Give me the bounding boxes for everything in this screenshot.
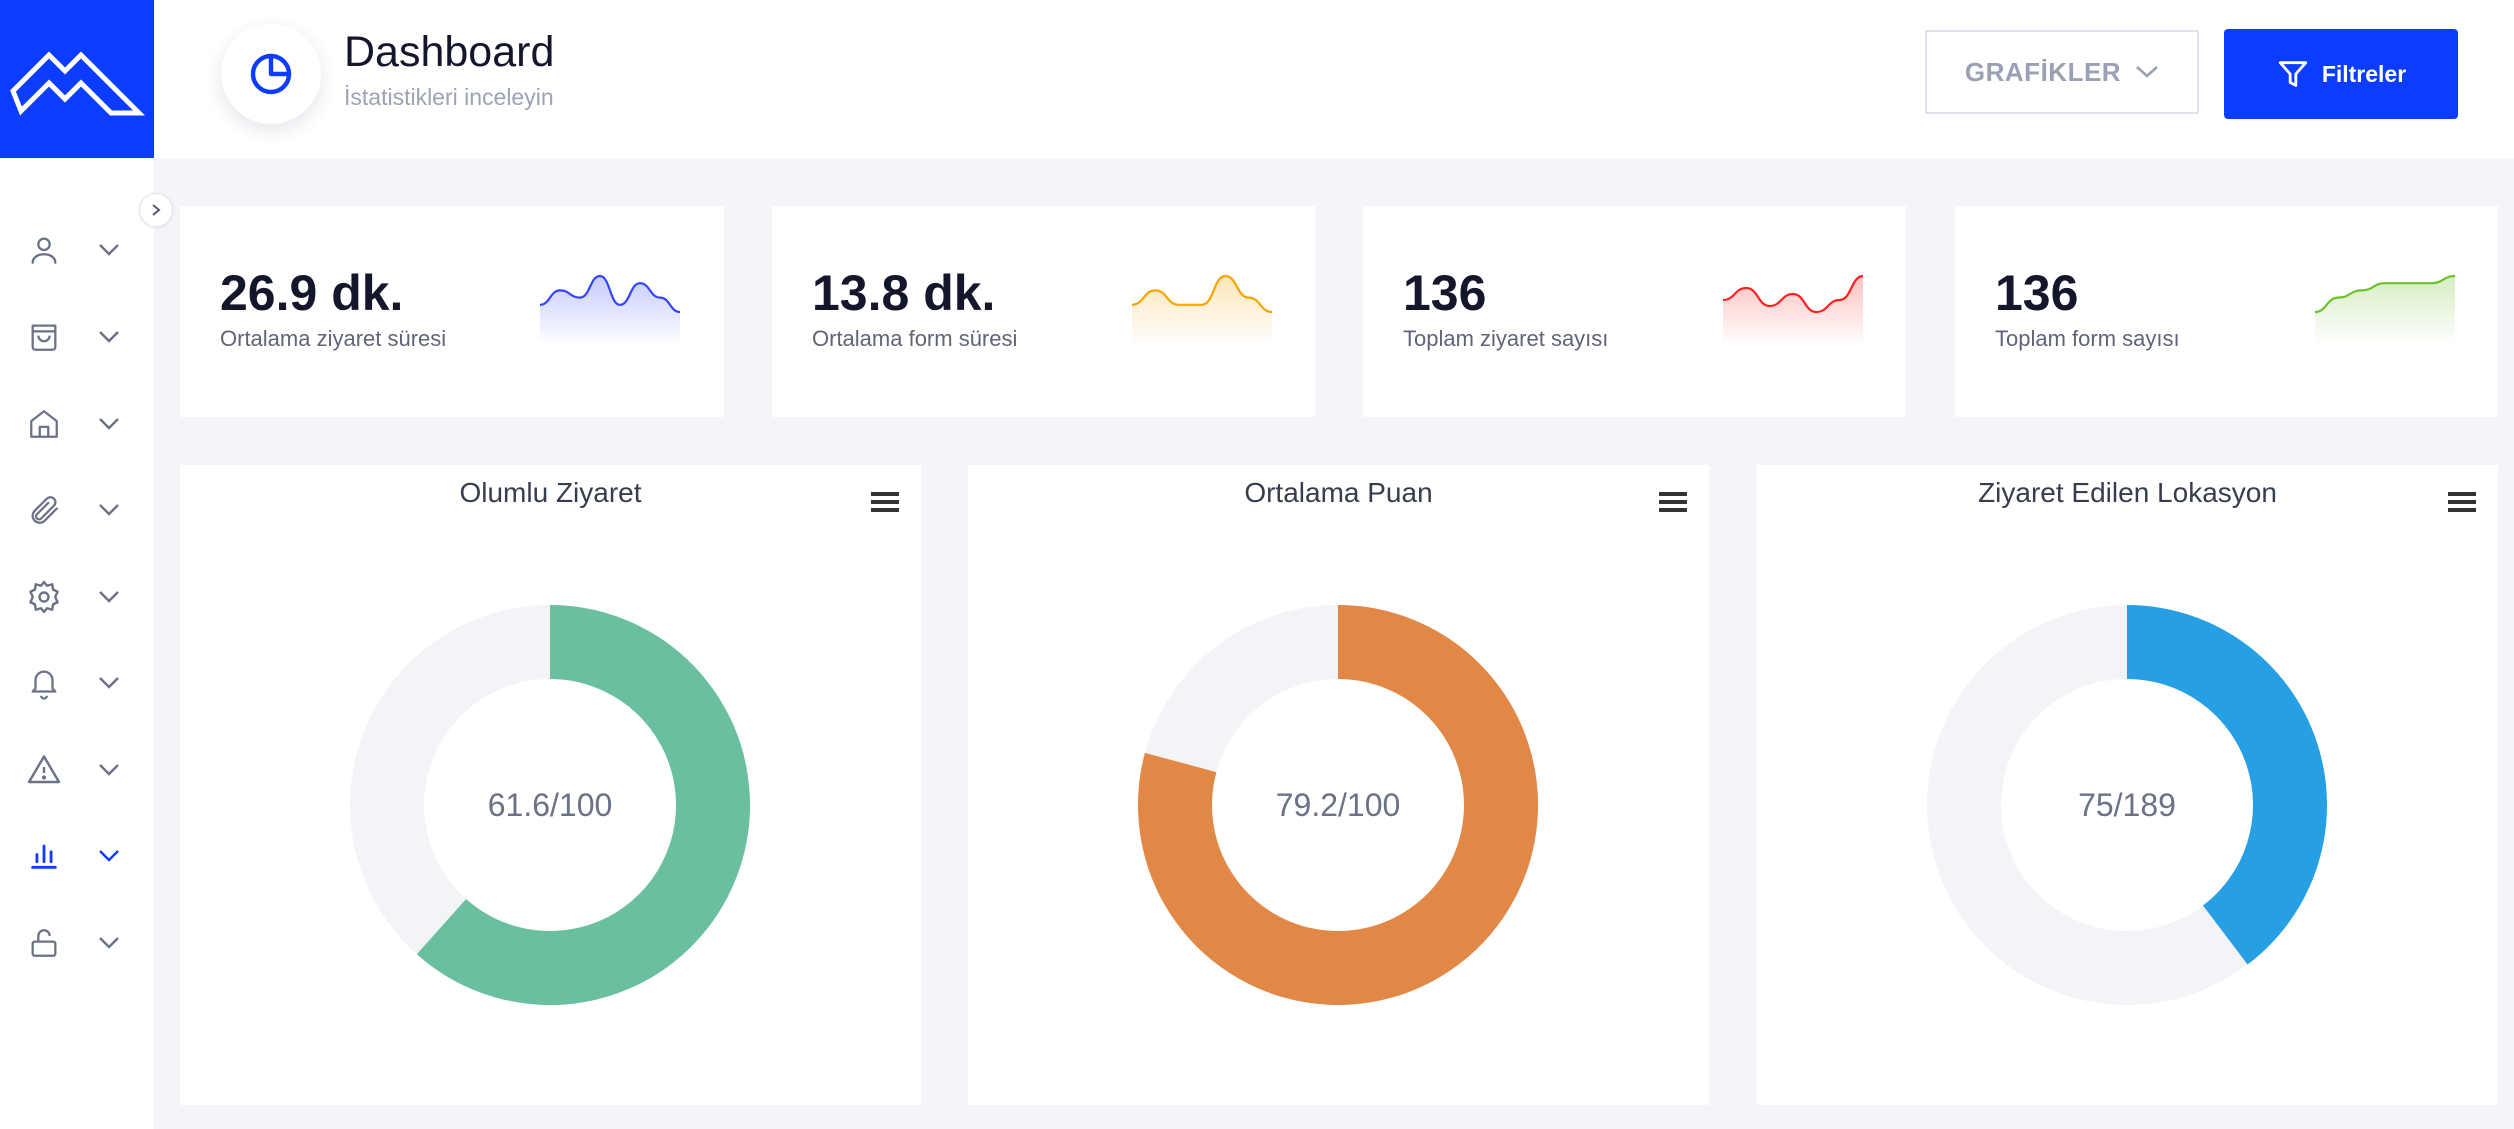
chevron-down-icon <box>94 671 124 695</box>
sidebar-item-attachments[interactable] <box>0 480 154 540</box>
stat-label: Ortalama form süresi <box>812 326 1018 351</box>
stat-label: Toplam form sayısı <box>1995 326 2180 351</box>
chart-card-average-score: Ortalama Puan 79.2/100 <box>968 465 1709 1105</box>
sidebar <box>0 158 154 1129</box>
warning-icon <box>26 752 62 788</box>
app-logo[interactable] <box>0 0 154 158</box>
chevron-down-icon <box>94 585 124 609</box>
sparkline-line <box>1723 274 1863 314</box>
filters-button-label: Filtreler <box>2321 60 2407 87</box>
sidebar-item-charts[interactable] <box>0 826 154 886</box>
sidebar-item-security[interactable] <box>0 913 154 973</box>
chart-card-visited-locations: Ziyaret Edilen Lokasyon 75/189 <box>1757 465 2498 1105</box>
stat-value: 13.8 dk. <box>812 265 996 321</box>
sparkline <box>540 274 680 346</box>
chevron-down-icon <box>94 758 124 782</box>
donut-value-arc <box>416 605 750 1005</box>
hamburger-menu-icon[interactable] <box>869 489 901 515</box>
donut-chart <box>350 605 750 1005</box>
donut-chart <box>1138 605 1538 1005</box>
chart-title: Ortalama Puan <box>1244 477 1433 508</box>
sidebar-item-user[interactable] <box>0 220 154 280</box>
user-icon <box>26 232 62 268</box>
logo-icon <box>10 51 146 116</box>
dashboard-icon <box>221 24 321 124</box>
filter-icon <box>2278 61 2307 87</box>
chevron-down-icon <box>94 238 124 262</box>
donut-value-arc <box>2126 605 2327 965</box>
graphs-dropdown[interactable]: GRAFİKLER <box>1925 30 2199 114</box>
donut-center-value: 61.6/100 <box>487 786 613 823</box>
chevron-down-icon <box>94 412 124 436</box>
sparkline <box>2315 274 2455 346</box>
graphs-dropdown-label: GRAFİKLER <box>1964 56 2122 87</box>
sparkline-area <box>540 276 680 346</box>
unlock-icon <box>26 925 62 961</box>
hamburger-menu-icon[interactable] <box>1657 489 1689 515</box>
stat-card-visit-count: 136 Toplam ziyaret sayısı <box>1363 206 1906 417</box>
sparkline-line <box>1132 274 1272 314</box>
sidebar-item-shop[interactable] <box>0 307 154 367</box>
bar-chart-icon <box>26 838 62 874</box>
home-icon <box>26 406 62 442</box>
filters-button[interactable]: Filtreler <box>2224 29 2458 119</box>
donut-value-arc <box>1138 605 1538 1005</box>
sparkline <box>1132 274 1272 346</box>
chevron-down-icon <box>94 498 124 522</box>
stat-value: 136 <box>1403 265 1487 321</box>
chevron-down-icon <box>94 325 124 349</box>
gear-icon <box>26 579 62 615</box>
sidebar-item-alerts[interactable] <box>0 740 154 800</box>
sparkline-line <box>2315 274 2455 314</box>
paperclip-icon <box>26 492 62 528</box>
sparkline-line <box>540 274 680 314</box>
stat-value: 136 <box>1995 265 2079 321</box>
stat-card-visit-duration: 26.9 dk. Ortalama ziyaret süresi <box>180 206 724 417</box>
bell-icon <box>26 665 62 701</box>
stat-label: Toplam ziyaret sayısı <box>1403 326 1609 351</box>
stat-label: Ortalama ziyaret süresi <box>220 326 447 351</box>
chevron-down-icon <box>94 931 124 955</box>
sparkline-area <box>1723 276 1863 346</box>
sidebar-item-settings[interactable] <box>0 567 154 627</box>
page-subtitle: İstatistikleri inceleyin <box>344 84 554 110</box>
chevron-down-icon <box>94 844 124 868</box>
sparkline-area <box>1132 276 1272 346</box>
chart-title: Ziyaret Edilen Lokasyon <box>1978 477 2277 508</box>
sidebar-item-home[interactable] <box>0 394 154 454</box>
chevron-down-icon <box>2136 66 2158 78</box>
chart-title: Olumlu Ziyaret <box>459 477 642 508</box>
page-header: Dashboard İstatistikleri inceleyin GRAFİ… <box>154 0 2514 158</box>
chevron-right-icon <box>152 204 161 216</box>
donut-center-value: 75/189 <box>2078 786 2176 823</box>
shopping-bag-icon <box>26 319 62 355</box>
donut-center-value: 79.2/100 <box>1275 786 1401 823</box>
stat-value: 26.9 dk. <box>220 265 404 321</box>
sidebar-toggle-button[interactable] <box>139 193 173 227</box>
sidebar-item-notifications[interactable] <box>0 653 154 713</box>
donut-chart <box>1927 605 2327 1005</box>
page-title: Dashboard <box>344 28 555 76</box>
sparkline <box>1723 274 1863 346</box>
stat-card-form-count: 136 Toplam form sayısı <box>1955 206 2498 417</box>
stat-card-form-duration: 13.8 dk. Ortalama form süresi <box>772 206 1315 417</box>
hamburger-menu-icon[interactable] <box>2446 489 2478 515</box>
sparkline-area <box>2315 276 2455 346</box>
chart-card-positive-visits: Olumlu Ziyaret 61.6/100 <box>180 465 921 1105</box>
